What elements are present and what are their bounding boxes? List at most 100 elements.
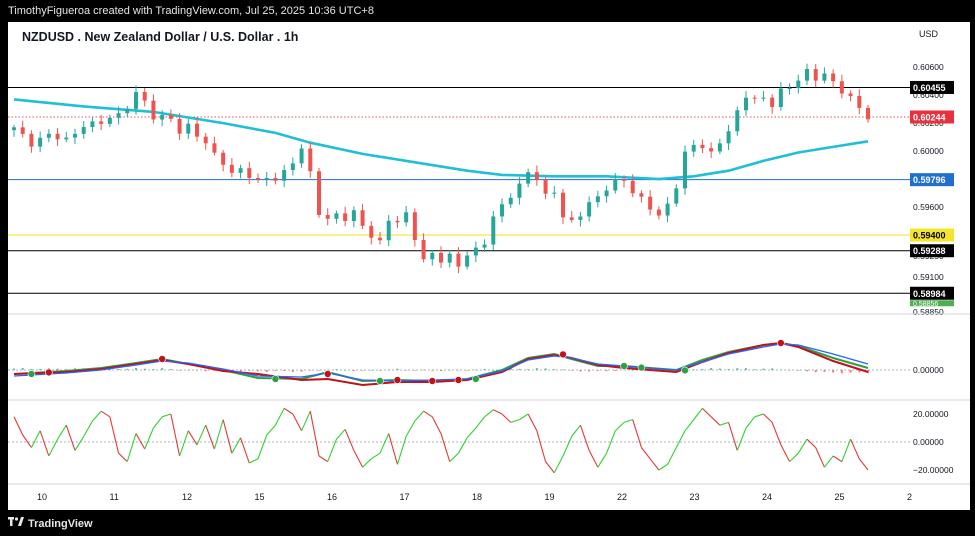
candle-body bbox=[552, 192, 557, 194]
histogram-bar bbox=[405, 370, 408, 371]
histogram-bar bbox=[492, 369, 495, 371]
oscillator-segment bbox=[562, 436, 573, 457]
oscillator-segment bbox=[771, 422, 782, 445]
oscillator-segment bbox=[623, 419, 633, 423]
candle-body bbox=[334, 213, 339, 219]
crossover-marker bbox=[472, 375, 480, 383]
candle-body bbox=[99, 121, 104, 124]
oscillator-segment bbox=[797, 438, 808, 454]
oscillator-segment bbox=[379, 433, 390, 454]
candle-body bbox=[20, 127, 25, 134]
oscillator-segment bbox=[850, 438, 860, 460]
histogram-bar bbox=[300, 370, 303, 372]
oscillator-segment bbox=[48, 438, 59, 457]
candle-body bbox=[64, 137, 69, 140]
histogram-bar bbox=[518, 368, 521, 370]
oscillator-segment bbox=[640, 447, 651, 460]
histogram-bar bbox=[161, 368, 164, 370]
tradingview-logo[interactable]: TradingView bbox=[8, 517, 97, 530]
candle-body bbox=[491, 216, 496, 245]
tradingview-logo-icon bbox=[8, 517, 24, 530]
oscillator-segment bbox=[336, 429, 346, 440]
candle-body bbox=[238, 168, 243, 173]
candle-body bbox=[770, 97, 775, 108]
oscillator-pane-2[interactable]: 20.00000 0.00000 −20.00000 bbox=[8, 407, 954, 475]
candle-body bbox=[351, 210, 356, 222]
level-label: 0.59796 bbox=[913, 175, 946, 185]
oscillator-segment bbox=[109, 416, 120, 454]
candle-body bbox=[622, 179, 626, 181]
candle-body bbox=[395, 220, 400, 223]
oscillator-segment bbox=[632, 419, 642, 448]
oscillator-segment bbox=[815, 447, 825, 468]
partial-level-label: 0.58856 bbox=[913, 301, 938, 308]
time-tick-label: 25 bbox=[835, 492, 845, 502]
oscillator-segment bbox=[553, 455, 564, 474]
oscillator-pane-1[interactable]: 0.00000 bbox=[8, 339, 944, 387]
candle-body bbox=[290, 163, 295, 171]
histogram-bar bbox=[74, 368, 76, 370]
candle-body bbox=[587, 202, 592, 217]
attribution-text: TimothyFigueroa created with TradingView… bbox=[8, 5, 374, 17]
oscillator-segment bbox=[152, 416, 163, 429]
oscillator-segment bbox=[841, 439, 852, 462]
oscillator-segment bbox=[440, 433, 451, 462]
price-tick-label: 0.59600 bbox=[913, 202, 944, 212]
oscillator-segment bbox=[161, 413, 172, 418]
oscillator-segment bbox=[249, 458, 259, 464]
candle-body bbox=[839, 81, 844, 94]
time-tick-label: 18 bbox=[472, 492, 482, 502]
histogram-bar bbox=[13, 368, 15, 370]
candle-body bbox=[778, 88, 783, 108]
level-label-bg bbox=[910, 228, 954, 242]
histogram-bar bbox=[196, 370, 198, 371]
moving-average-layer bbox=[13, 98, 869, 181]
horizontal-levels bbox=[8, 86, 910, 294]
candle-body bbox=[482, 244, 487, 248]
chart-title: NZDUSD . New Zealand Dollar / U.S. Dolla… bbox=[22, 30, 298, 44]
histogram-bar bbox=[379, 370, 381, 371]
oscillator-segment bbox=[789, 452, 799, 462]
histogram-bar bbox=[361, 370, 364, 371]
candle-body bbox=[168, 115, 173, 119]
candle-body bbox=[160, 115, 165, 120]
candle-body bbox=[203, 136, 208, 144]
candle-body bbox=[752, 97, 757, 99]
candle-body bbox=[465, 255, 470, 267]
candle-body bbox=[665, 203, 670, 216]
chart-svg[interactable]: NZDUSD . New Zealand Dollar / U.S. Dolla… bbox=[8, 22, 970, 510]
oscillator-segment bbox=[606, 430, 616, 454]
level-label-bg bbox=[910, 80, 954, 94]
candle-body bbox=[299, 148, 304, 164]
time-tick-label: 24 bbox=[762, 492, 772, 502]
price-tick-label: 0.60600 bbox=[913, 62, 944, 72]
histogram-bar bbox=[352, 370, 355, 371]
time-tick-label: 12 bbox=[182, 492, 192, 502]
histogram-bar bbox=[553, 369, 556, 370]
oscillator-segment bbox=[745, 416, 756, 429]
histogram-bar bbox=[710, 368, 713, 370]
candle-body bbox=[221, 152, 226, 165]
candle-body bbox=[142, 91, 147, 101]
crossover-marker bbox=[158, 355, 166, 363]
crossover-marker bbox=[376, 377, 384, 385]
candle-body bbox=[848, 93, 853, 97]
candle-body bbox=[648, 196, 653, 210]
histogram-bar bbox=[701, 368, 704, 370]
oscillator-segment bbox=[597, 452, 608, 468]
histogram-bar bbox=[762, 368, 765, 370]
histogram-bar bbox=[257, 370, 259, 372]
oscillator-segment bbox=[231, 437, 242, 454]
histogram-bar bbox=[832, 370, 835, 373]
histogram-bar bbox=[248, 370, 251, 371]
candle-body bbox=[212, 143, 217, 153]
price-pane[interactable]: NZDUSD . New Zealand Dollar / U.S. Dolla… bbox=[8, 29, 954, 317]
oscillator-segment bbox=[693, 408, 703, 420]
candle-body bbox=[369, 225, 374, 238]
oscillator-segment bbox=[100, 410, 111, 418]
candle-body bbox=[604, 190, 609, 197]
candle-body bbox=[229, 164, 234, 173]
candle-body bbox=[473, 247, 478, 256]
chart-frame[interactable]: NZDUSD . New Zealand Dollar / U.S. Dolla… bbox=[8, 22, 970, 510]
candle-body bbox=[578, 216, 583, 220]
